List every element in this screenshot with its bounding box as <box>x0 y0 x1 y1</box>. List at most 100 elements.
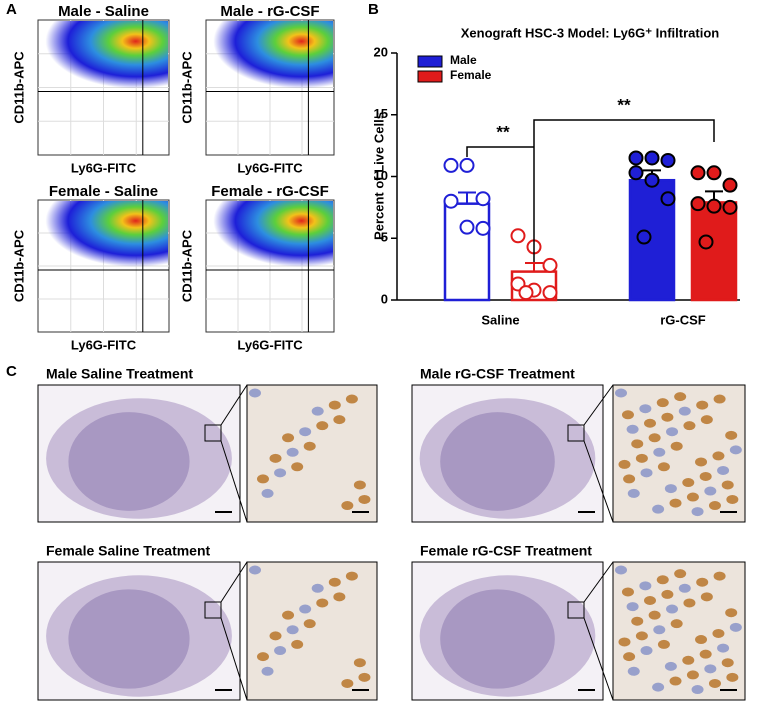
cell <box>653 625 666 635</box>
inset-line <box>220 561 248 603</box>
cell <box>686 670 699 680</box>
panel-label: B <box>368 1 379 18</box>
cell <box>682 655 695 665</box>
cell <box>282 433 295 443</box>
data-point <box>628 150 644 166</box>
cell <box>291 639 304 649</box>
inset-line <box>583 561 614 603</box>
cell <box>631 439 644 449</box>
cell <box>615 565 627 575</box>
chart-title: Xenograft HSC-3 Model: Ly6G⁺ Infiltratio… <box>461 25 720 40</box>
section-title: Female rG-CSF Treatment <box>420 543 592 559</box>
cell <box>653 447 666 457</box>
panel-b: Xenograft HSC-3 Model: Ly6G⁺ Infiltratio… <box>371 25 740 327</box>
cell <box>640 468 653 478</box>
cell <box>721 480 734 490</box>
cell <box>626 602 639 612</box>
inset-box <box>204 601 222 619</box>
plot-title: Female - Saline <box>49 183 158 200</box>
cell <box>669 676 682 686</box>
inset-box <box>567 601 585 619</box>
cell <box>249 388 261 398</box>
section-title: Male rG-CSF Treatment <box>420 366 575 382</box>
panel-a: Male - Saline Ly6G-FITC CD11b-APC Male - rG… <box>11 3 335 352</box>
zoom <box>246 561 378 701</box>
cell <box>621 587 634 597</box>
cell <box>358 494 371 504</box>
cell <box>725 430 738 440</box>
cell <box>261 488 274 498</box>
significance: ** <box>617 95 631 114</box>
cell <box>683 598 696 608</box>
cell <box>657 639 670 649</box>
cell <box>726 494 739 504</box>
cell <box>713 571 726 581</box>
cell <box>664 484 677 494</box>
cell <box>328 400 341 410</box>
cell <box>299 604 312 614</box>
data-point <box>644 172 660 188</box>
cell <box>328 577 341 587</box>
cell <box>700 415 713 425</box>
y-axis-label: Percent of Live Cells <box>371 112 386 240</box>
cell <box>345 571 358 581</box>
cell <box>249 565 261 575</box>
data-point <box>690 196 706 212</box>
cell <box>700 592 713 602</box>
plot-title: Male - Saline <box>58 3 149 20</box>
plot-title: Female - rG-CSF <box>211 183 329 200</box>
cell <box>311 583 324 593</box>
cell <box>303 619 316 629</box>
cell <box>291 462 304 472</box>
cell <box>341 678 354 688</box>
cell <box>256 652 269 662</box>
cell <box>631 616 644 626</box>
data-point <box>628 165 644 181</box>
zoom <box>246 384 378 523</box>
cell <box>726 672 739 682</box>
cell <box>691 507 704 517</box>
cell <box>686 492 699 502</box>
y-axis-label: CD11b-APC <box>11 229 26 302</box>
cell <box>621 410 634 420</box>
cell <box>699 471 712 481</box>
data-point <box>518 285 534 301</box>
tumor <box>440 589 555 689</box>
x-tick-label: rG-CSF <box>660 312 706 327</box>
inset-line <box>583 440 614 523</box>
cell <box>704 664 717 674</box>
data-point <box>636 229 652 245</box>
data-point <box>698 234 714 250</box>
cell <box>299 427 312 437</box>
cell <box>721 658 734 668</box>
inset-line <box>220 617 248 701</box>
cell <box>640 646 653 656</box>
density <box>207 201 333 267</box>
cell <box>656 575 669 585</box>
inset-line <box>583 617 614 701</box>
cell <box>708 501 721 511</box>
legend-swatch <box>417 55 443 68</box>
cell <box>669 498 682 508</box>
cell <box>695 457 708 467</box>
cell <box>341 501 354 511</box>
data-point <box>459 157 475 173</box>
inset-line <box>583 384 614 426</box>
cell <box>333 592 346 602</box>
cell <box>639 404 652 414</box>
cell <box>316 421 329 431</box>
cell <box>713 394 726 404</box>
cell <box>717 465 730 475</box>
cell <box>661 412 674 422</box>
cell <box>661 589 674 599</box>
cell <box>623 474 636 484</box>
cell <box>666 427 679 437</box>
cell <box>652 504 665 514</box>
panel-label: A <box>6 1 17 18</box>
cell <box>670 619 683 629</box>
cell <box>678 406 691 416</box>
cell <box>627 666 640 676</box>
cell <box>303 441 316 451</box>
density <box>207 21 333 89</box>
